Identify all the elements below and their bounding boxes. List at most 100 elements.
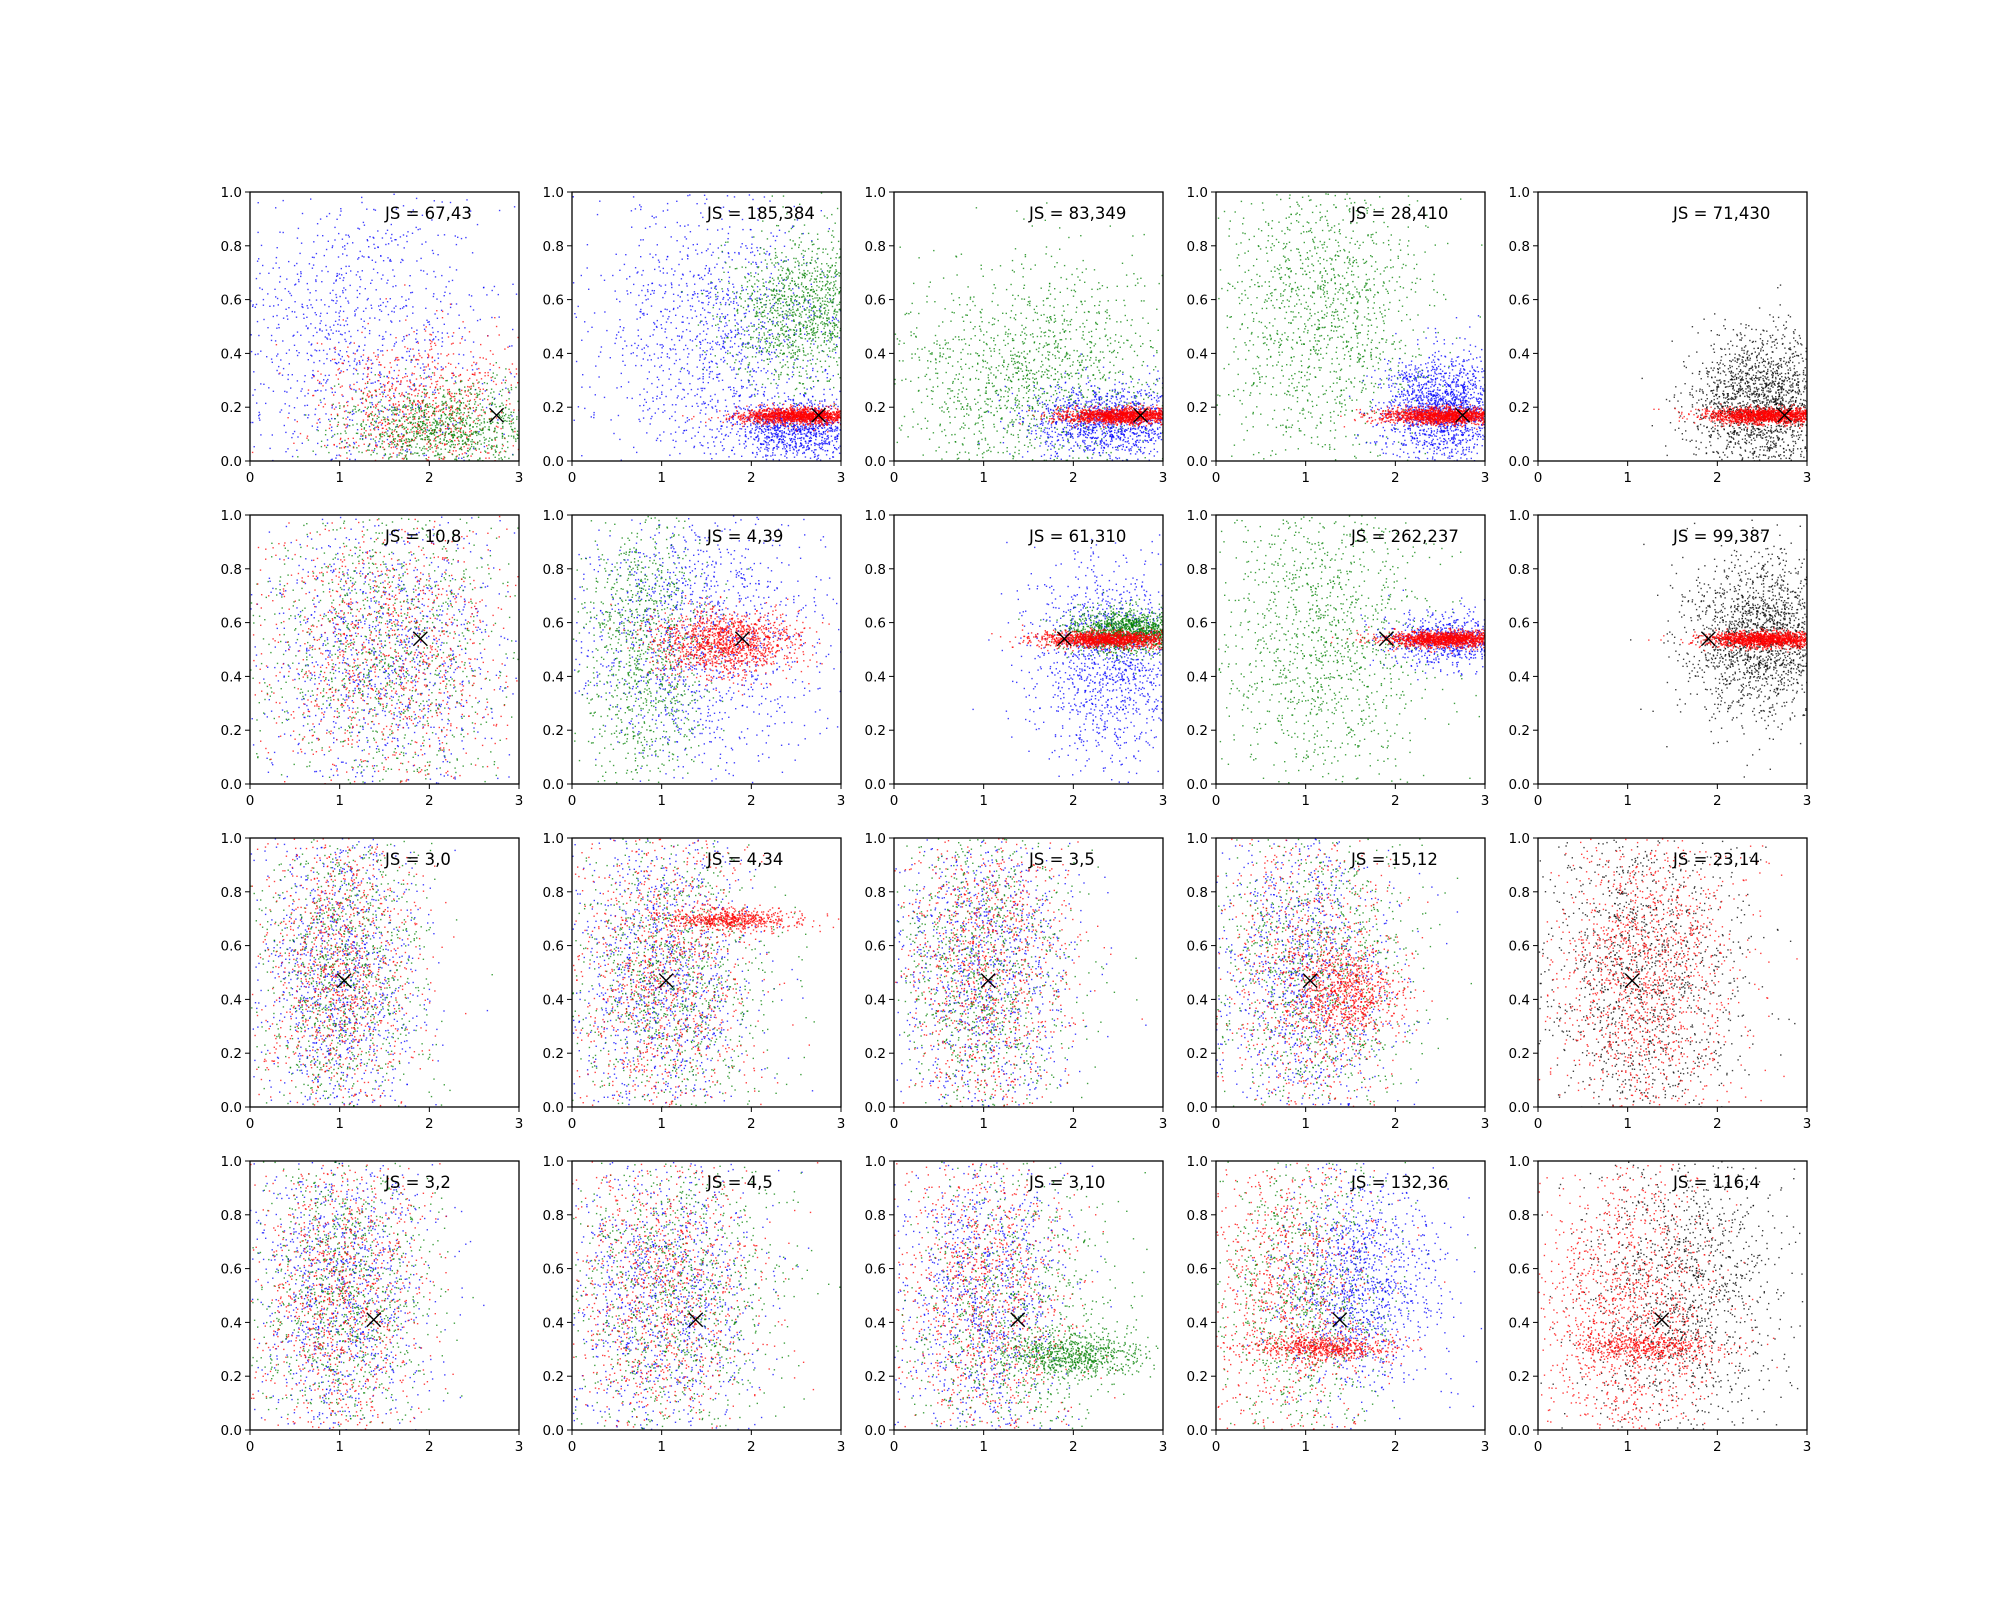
scatter-point: [369, 444, 370, 445]
scatter-point: [832, 331, 833, 332]
scatter-point: [424, 369, 425, 370]
scatter-point: [774, 396, 775, 397]
scatter-point: [784, 341, 785, 342]
scatter-point: [422, 402, 423, 403]
scatter-point: [736, 297, 737, 298]
scatter-point: [784, 446, 785, 447]
scatter-point: [432, 327, 433, 328]
scatter-point: [488, 441, 489, 442]
scatter-point: [399, 436, 400, 437]
scatter-point: [801, 402, 802, 403]
scatter-point: [835, 336, 836, 337]
scatter-point: [719, 344, 720, 345]
scatter-point: [466, 405, 467, 406]
scatter-point: [283, 368, 284, 369]
scatter-point: [494, 378, 495, 379]
scatter-point: [392, 384, 393, 385]
scatter-point: [785, 401, 786, 402]
scatter-point: [303, 318, 304, 319]
scatter-point: [663, 210, 664, 211]
scatter-point: [356, 362, 357, 363]
scatter-point: [465, 432, 466, 433]
scatter-point: [741, 380, 742, 381]
scatter-point: [733, 369, 734, 370]
scatter-point: [410, 400, 411, 401]
scatter-point: [387, 257, 388, 258]
scatter-point: [741, 386, 742, 387]
scatter-point: [453, 450, 454, 451]
scatter-point: [384, 449, 385, 450]
scatter-point: [289, 405, 290, 406]
scatter-point: [452, 280, 453, 281]
scatter-point: [354, 342, 355, 343]
scatter-point: [481, 415, 482, 416]
scatter-point: [458, 441, 459, 442]
scatter-point: [356, 382, 357, 383]
scatter-point: [407, 348, 408, 349]
scatter-point: [783, 436, 784, 437]
scatter-point: [377, 409, 378, 410]
scatter-point: [698, 432, 699, 433]
scatter-point: [824, 400, 825, 401]
scatter-point: [756, 371, 757, 372]
scatter-point: [441, 404, 442, 405]
scatter-point: [384, 435, 385, 436]
scatter-point: [452, 437, 453, 438]
scatter-point: [348, 235, 349, 236]
scatter-point: [432, 404, 433, 405]
scatter-point: [425, 288, 426, 289]
scatter-point: [769, 440, 770, 441]
scatter-point: [715, 285, 716, 286]
scatter-point: [339, 368, 340, 369]
scatter-point: [486, 389, 487, 390]
scatter-point: [657, 343, 658, 344]
scatter-point: [739, 352, 740, 353]
scatter-point: [690, 309, 691, 310]
scatter-point: [814, 445, 815, 446]
scatter-point: [450, 398, 451, 399]
scatter-point: [425, 389, 426, 390]
scatter-point: [483, 287, 484, 288]
scatter-point: [709, 373, 710, 374]
scatter-point: [432, 394, 433, 395]
scatter-point: [286, 315, 287, 316]
scatter-point: [827, 325, 828, 326]
scatter-point: [335, 457, 336, 458]
scatter-point: [502, 427, 503, 428]
scatter-point: [779, 403, 780, 404]
scatter-point: [428, 364, 429, 365]
scatter-point: [350, 342, 351, 343]
scatter-point: [405, 407, 406, 408]
scatter-point: [832, 440, 833, 441]
scatter-point: [456, 424, 457, 425]
scatter-point: [829, 441, 830, 442]
scatter-point: [692, 349, 693, 350]
scatter-point: [457, 432, 458, 433]
scatter-point: [421, 357, 422, 358]
scatter-point: [748, 367, 749, 368]
scatter-point: [799, 322, 800, 323]
scatter-point: [340, 433, 341, 434]
scatter-point: [405, 414, 406, 415]
scatter-point: [703, 290, 704, 291]
scatter-point: [480, 344, 481, 345]
scatter-point: [512, 363, 513, 364]
scatter-point: [360, 436, 361, 437]
scatter-point: [339, 296, 340, 297]
scatter-point: [378, 427, 379, 428]
scatter-point: [381, 424, 382, 425]
scatter-point: [276, 344, 277, 345]
scatter-point: [358, 451, 359, 452]
scatter-point: [367, 449, 368, 450]
scatter-point: [452, 435, 453, 436]
scatter-point: [767, 296, 768, 297]
scatter-point: [822, 444, 823, 445]
scatter-point: [714, 394, 715, 395]
scatter-point: [306, 325, 307, 326]
scatter-point: [747, 426, 748, 427]
scatter-point: [682, 259, 683, 260]
scatter-point: [487, 448, 488, 449]
scatter-point: [494, 317, 495, 318]
scatter-point: [819, 447, 820, 448]
